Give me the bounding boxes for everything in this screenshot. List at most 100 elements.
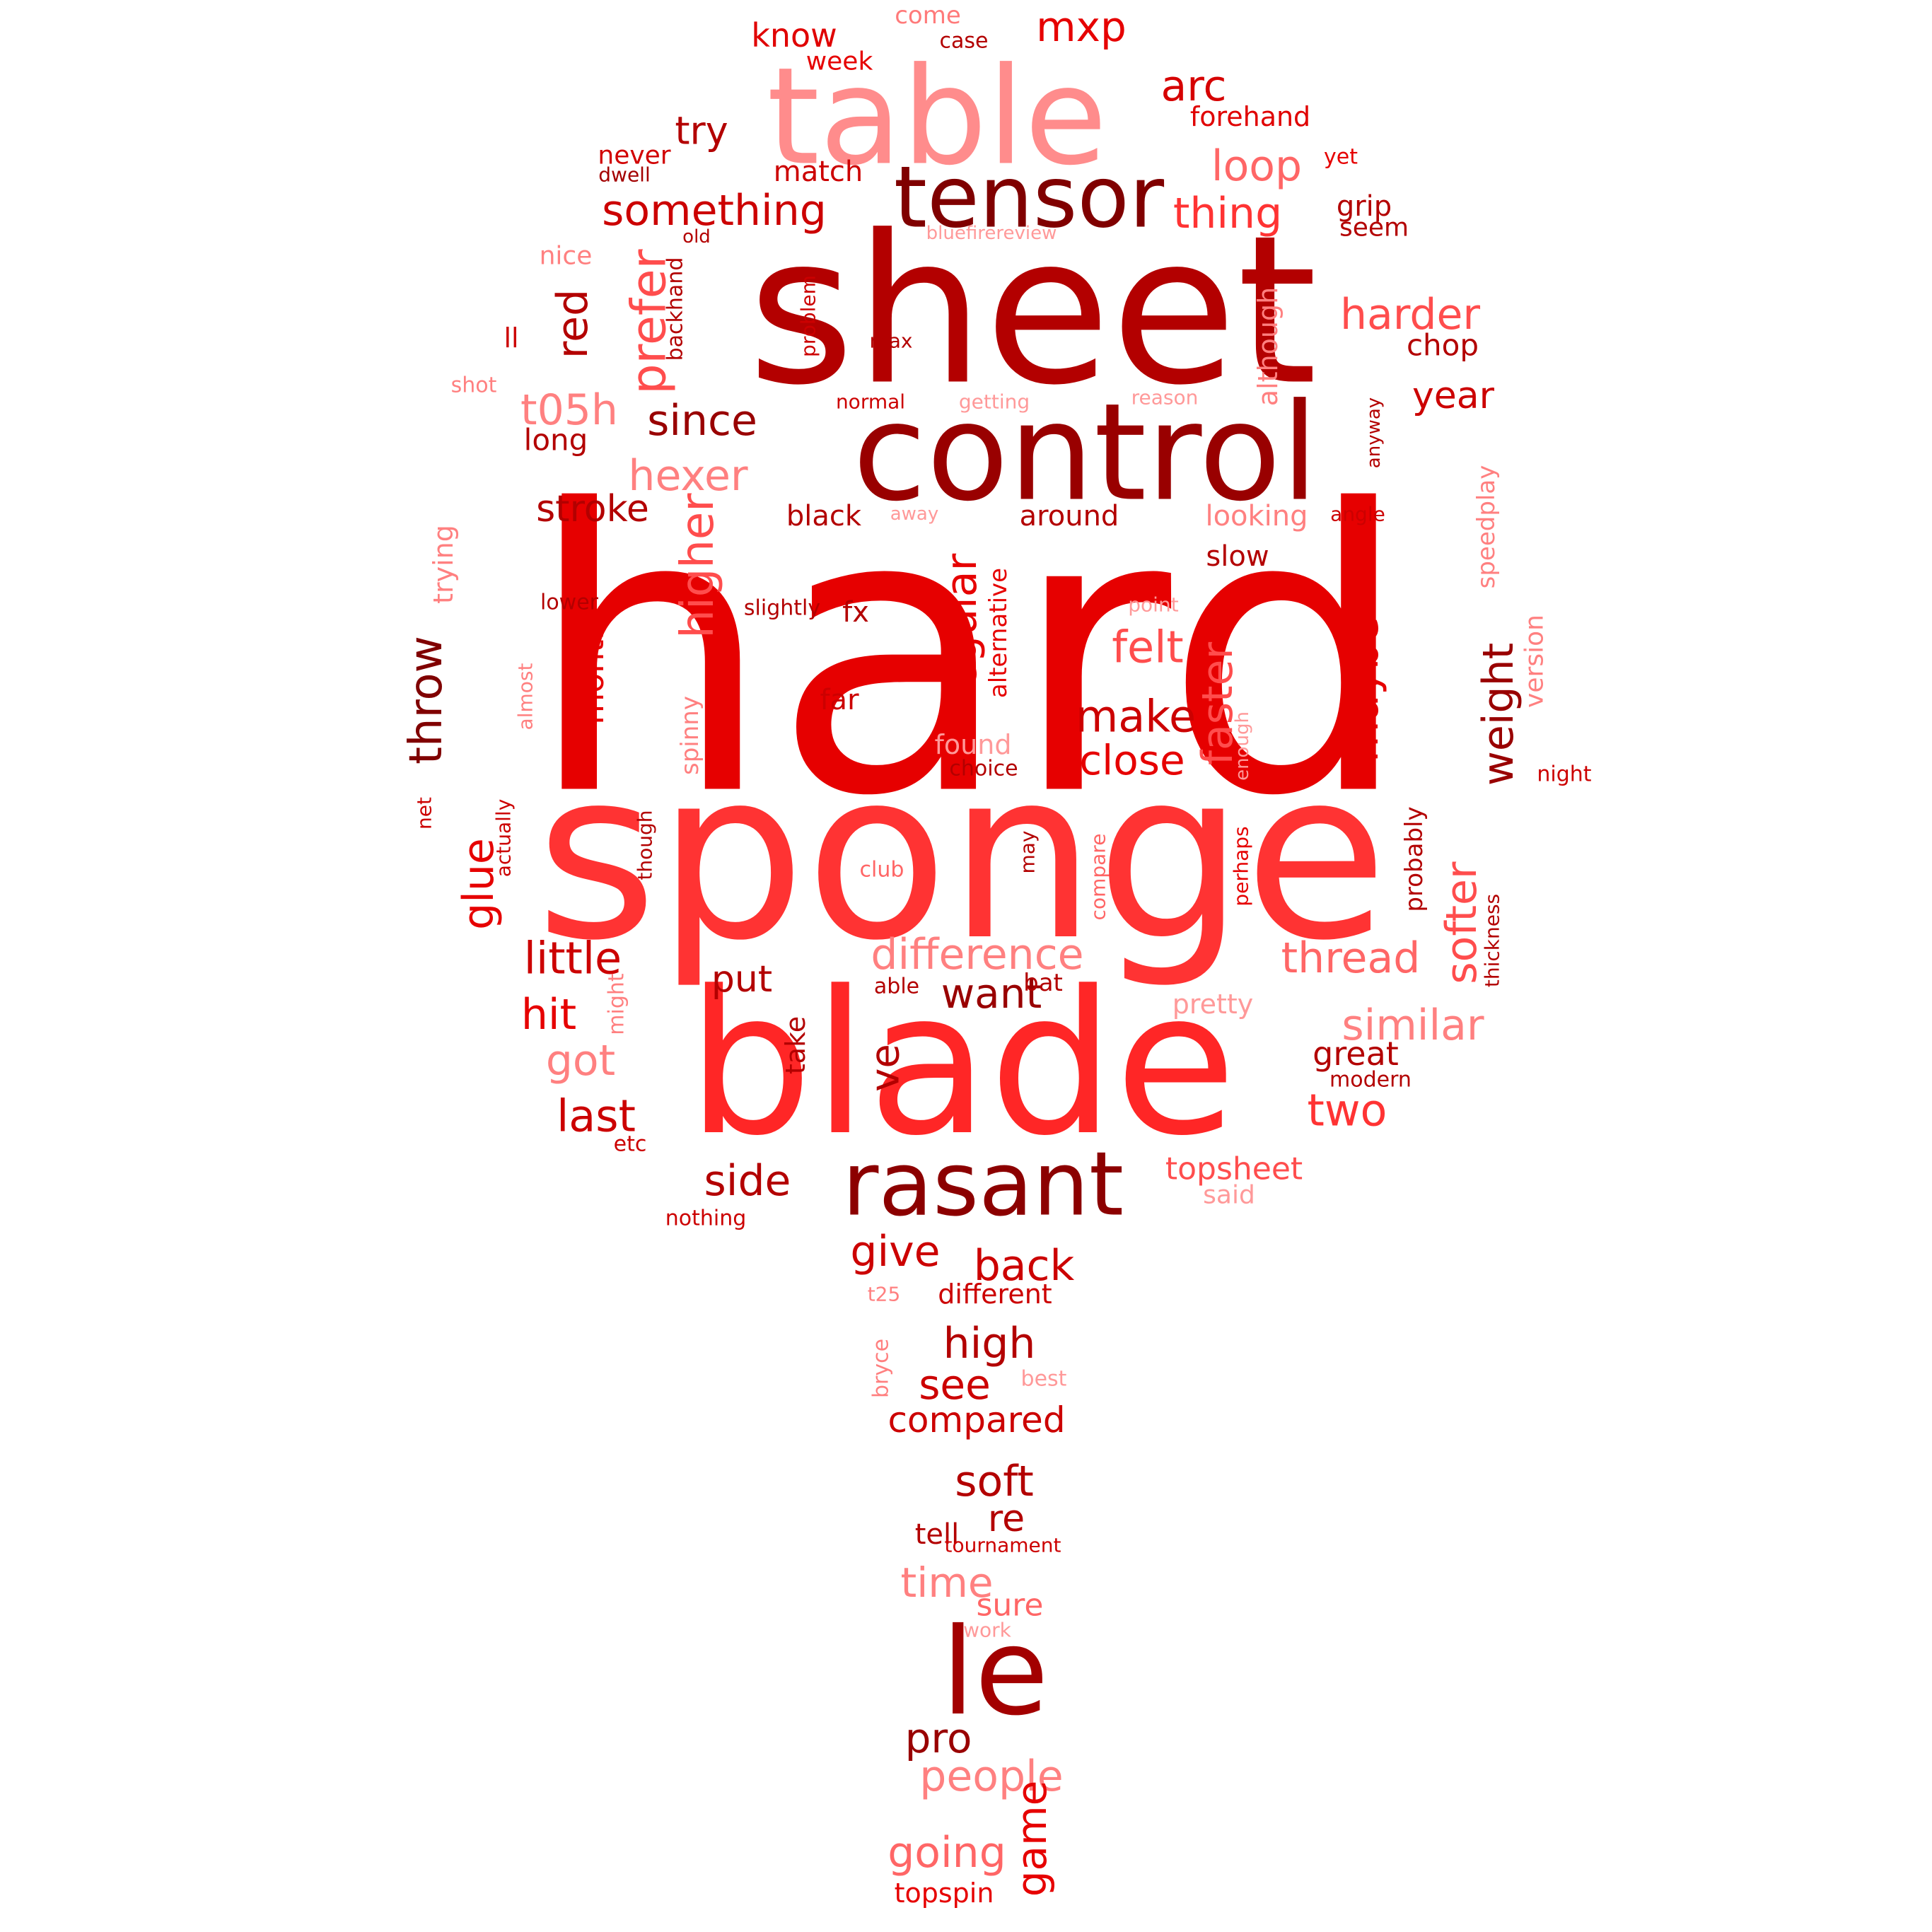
word-bluefirereview: bluefirereview [926, 223, 1057, 244]
word-lower: lower [540, 590, 599, 615]
word-ll: ll [504, 322, 518, 354]
word-pro: pro [905, 1714, 972, 1762]
word-glue: glue [454, 838, 504, 930]
word-got: got [546, 1036, 615, 1086]
word-le: le [941, 1602, 1049, 1742]
word-problem: problem [797, 275, 820, 357]
word-sponge: sponge [536, 720, 1388, 991]
word-grip: grip [1337, 190, 1392, 223]
word-arc: arc [1160, 62, 1226, 111]
word-want: want [941, 970, 1042, 1018]
word-people: people [919, 1752, 1063, 1801]
word-net: net [413, 797, 436, 830]
word-red: red [548, 289, 598, 359]
word-hard: hard [526, 428, 1411, 881]
word-see: see [919, 1361, 991, 1409]
word-try: try [675, 109, 728, 153]
word-regular: regular [937, 553, 987, 705]
word-tensor: tensor [894, 149, 1165, 248]
word-long: long [524, 423, 588, 458]
word-spinny: spinny [676, 696, 704, 775]
word-game: game [1008, 1781, 1056, 1897]
word-tournament: tournament [944, 1534, 1061, 1557]
word-bryce: bryce [869, 1339, 894, 1398]
word-forehand: forehand [1190, 101, 1310, 132]
word-enough: enough [1232, 711, 1253, 781]
word-bat: bat [1023, 969, 1063, 997]
word-blade: blade [687, 949, 1236, 1180]
word-since: since [647, 396, 757, 446]
word-almost: almost [514, 663, 537, 731]
word-chop: chop [1407, 328, 1479, 363]
word-similar: similar [1342, 1001, 1484, 1050]
word-sure: sure [976, 1588, 1043, 1624]
word-t05h: t05h [520, 385, 618, 435]
word-perhaps: perhaps [1230, 826, 1253, 906]
word-different: different [938, 1279, 1052, 1310]
word-soft: soft [955, 1457, 1034, 1506]
word-little: little [524, 933, 622, 984]
word-modern: modern [1329, 1068, 1412, 1093]
word-etc: etc [614, 1132, 647, 1157]
word-faster: faster [1193, 642, 1243, 766]
word-table: table [767, 39, 1107, 195]
word-re: re [988, 1498, 1025, 1540]
word-match: match [774, 156, 863, 188]
word-dwell: dwell [598, 163, 650, 187]
word-ve: ve [863, 1044, 909, 1092]
word-mxp: mxp [1036, 3, 1127, 51]
word-difference: difference [871, 930, 1083, 979]
word-high: high [943, 1319, 1036, 1368]
word-anyway: anyway [1363, 397, 1385, 468]
word-t25: t25 [868, 1283, 901, 1306]
word-work: work [963, 1619, 1012, 1642]
word-far: far [820, 684, 859, 716]
word-throw: throw [400, 636, 453, 764]
word-probably: probably [1400, 806, 1428, 912]
word-week: week [806, 47, 873, 76]
word-trying: trying [428, 525, 459, 604]
word-going: going [888, 1828, 1006, 1878]
word-said: said [1203, 1181, 1255, 1210]
word-higher: higher [672, 493, 724, 639]
word-nice: nice [540, 242, 593, 271]
word-thing: thing [1173, 189, 1282, 238]
word-weight: weight [1474, 643, 1523, 786]
word-put: put [711, 958, 772, 1001]
word-case: case [940, 29, 989, 54]
word-hexer: hexer [628, 451, 747, 501]
word-might: might [605, 973, 629, 1035]
word-great: great [1313, 1035, 1399, 1073]
word-seem: seem [1339, 214, 1409, 243]
word-around: around [1020, 500, 1119, 533]
word-year: year [1412, 375, 1495, 417]
word-rasant: rasant [842, 1134, 1124, 1236]
word-thickness: thickness [1481, 894, 1504, 987]
word-tell: tell [915, 1518, 960, 1551]
word-best: best [1021, 1367, 1067, 1392]
word-maybe: maybe [1339, 617, 1388, 762]
word-come: come [895, 1, 961, 30]
word-compared: compared [888, 1399, 1065, 1441]
word-sheet: sheet [747, 192, 1317, 431]
word-found: found [935, 729, 1012, 760]
word-old: old [682, 226, 711, 248]
word-thread: thread [1281, 933, 1421, 983]
word-pretty: pretty [1172, 989, 1254, 1020]
word-topsheet: topsheet [1165, 1151, 1303, 1187]
word-may: may [1016, 830, 1040, 873]
word-away: away [890, 504, 939, 525]
word-choice: choice [949, 757, 1018, 781]
word-though: though [634, 810, 657, 880]
word-close: close [1079, 736, 1185, 784]
word-time: time [900, 1559, 993, 1607]
word-although: although [1252, 287, 1284, 406]
word-reason: reason [1131, 386, 1199, 409]
word-back: back [974, 1241, 1075, 1291]
word-nothing: nothing [665, 1206, 747, 1231]
word-never: never [598, 141, 670, 170]
word-max: max [869, 330, 912, 353]
word-felt: felt [1112, 622, 1184, 673]
word-side: side [704, 1156, 791, 1206]
